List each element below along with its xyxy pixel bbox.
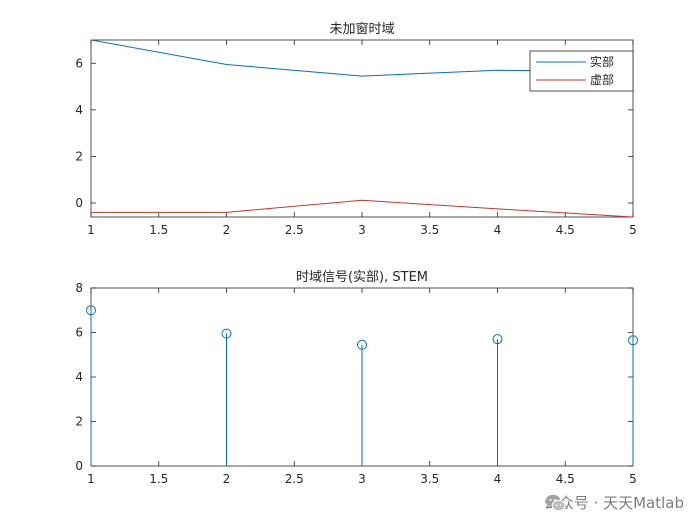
x-tick-label: 1.5 xyxy=(149,472,168,486)
x-tick-label: 2 xyxy=(223,223,231,237)
x-tick-label: 4.5 xyxy=(556,472,575,486)
legend-label: 虚部 xyxy=(590,72,614,87)
stem-marker xyxy=(492,334,503,345)
x-tick-label: 1 xyxy=(87,223,95,237)
chart-title: 时域信号(实部), STEM xyxy=(296,270,428,285)
y-tick-label: 4 xyxy=(75,103,83,117)
y-tick-label: 2 xyxy=(75,415,83,429)
x-tick-label: 2.5 xyxy=(285,223,304,237)
stem-marker xyxy=(357,339,367,350)
x-tick-label: 5 xyxy=(629,223,637,237)
x-tick-label: 3 xyxy=(358,472,366,486)
stem-marker xyxy=(221,328,232,339)
legend-box xyxy=(529,50,634,92)
y-tick-label: 6 xyxy=(75,326,83,340)
y-tick-label: 2 xyxy=(75,149,83,163)
stem-marker xyxy=(628,335,638,346)
x-tick-label: 3 xyxy=(358,223,366,237)
x-tick-label: 1 xyxy=(87,472,95,486)
x-tick-label: 2 xyxy=(223,472,231,486)
y-tick-label: 8 xyxy=(75,281,83,295)
x-tick-label: 4.5 xyxy=(556,223,575,237)
watermark: 公众号 · 天天Matlab xyxy=(544,492,684,513)
y-tick-label: 0 xyxy=(75,459,83,473)
y-tick-label: 4 xyxy=(75,370,83,384)
x-tick-label: 1.5 xyxy=(149,223,168,237)
watermark-text: 公众号 · 天天Matlab xyxy=(543,494,684,512)
y-tick-label: 0 xyxy=(75,196,83,210)
stem-marker xyxy=(86,305,96,316)
x-tick-label: 3.5 xyxy=(420,223,439,237)
chart-title: 未加窗时域 xyxy=(329,21,394,37)
y-tick-label: 6 xyxy=(75,56,83,70)
legend-label: 实部 xyxy=(590,54,614,69)
wechat-icon xyxy=(545,494,566,512)
x-tick-label: 3.5 xyxy=(420,472,439,486)
series-line-imag xyxy=(91,199,634,218)
x-tick-label: 5 xyxy=(629,472,637,486)
x-tick-label: 2.5 xyxy=(285,472,304,486)
x-tick-label: 4 xyxy=(494,472,502,486)
x-tick-label: 4 xyxy=(494,223,502,237)
